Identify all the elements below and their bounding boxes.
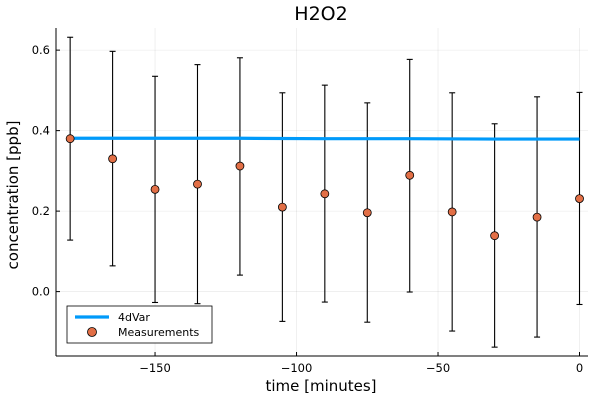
x-axis-label: time [minutes]: [265, 377, 376, 395]
measurement-point: [235, 161, 245, 171]
legend: 4dVar Measurements: [66, 305, 213, 344]
legend-label-4dvar: 4dVar: [118, 311, 150, 324]
plot-area: [65, 36, 584, 348]
y-tick-label: 0.2: [32, 204, 50, 218]
x-tick-label: −150: [139, 361, 171, 375]
measurement-point: [575, 194, 584, 204]
tick-labels: −150 −100 −50 0 0.0 0.2 0.4 0.6: [32, 43, 583, 375]
measurement-point: [277, 202, 287, 212]
measurement-point: [320, 189, 330, 199]
y-tick-label: 0.6: [32, 43, 50, 57]
axes: [55, 28, 588, 357]
measurement-point: [108, 154, 117, 164]
y-tick-label: 0.0: [32, 285, 50, 299]
legend-box: [66, 305, 213, 344]
measurement-point: [447, 207, 457, 217]
series-line-4dvar: [70, 136, 580, 141]
x-tick-label: 0: [576, 361, 583, 375]
x-tick-label: −100: [281, 361, 313, 375]
y-axis-label: concentration [ppb]: [4, 121, 22, 270]
measurement-point: [532, 212, 542, 222]
chart-title: H2O2: [294, 3, 347, 25]
measurement-point: [405, 170, 415, 180]
legend-swatch-measurements: [87, 327, 97, 337]
y-tick-label: 0.4: [32, 124, 50, 138]
legend-label-measurements: Measurements: [118, 326, 200, 339]
x-tick-label: −50: [426, 361, 450, 375]
measurement-point: [150, 184, 160, 194]
measurement-point: [193, 179, 202, 189]
measurement-point: [362, 208, 372, 218]
measurement-point: [490, 231, 500, 241]
measurement-point: [65, 134, 75, 144]
